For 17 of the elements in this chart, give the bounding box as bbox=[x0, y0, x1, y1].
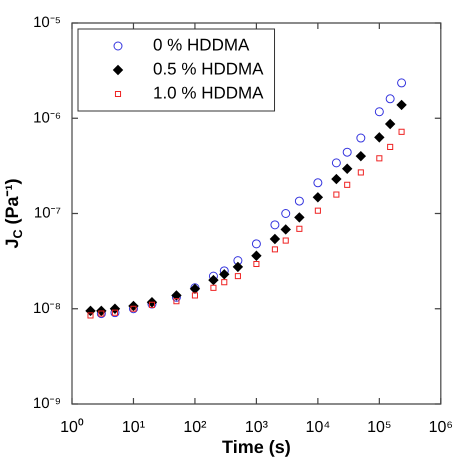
y-tick-label: 10⁻⁸ bbox=[32, 300, 61, 317]
y-tick-label: 10⁻⁷ bbox=[34, 204, 61, 222]
x-axis-title: Time (s) bbox=[222, 437, 291, 458]
y-tick-label: 10⁻⁶ bbox=[33, 109, 61, 126]
x-tick-label: 10⁶ bbox=[428, 419, 454, 436]
y-tick-label: 10⁻⁵ bbox=[33, 14, 61, 32]
x-tick-label: 10⁴ bbox=[306, 419, 330, 436]
y-tick-label: 10⁻⁹ bbox=[32, 395, 61, 412]
y-axis-title: JC (Pa⁻¹) bbox=[2, 178, 25, 249]
x-tick-label: 10⁵ bbox=[367, 419, 392, 436]
x-tick-label: 10¹ bbox=[122, 419, 146, 436]
x-tick-label: 10⁰ bbox=[60, 418, 84, 436]
legend-label: 0.5 % HDDMA bbox=[153, 60, 264, 79]
legend-label: 1.0 % HDDMA bbox=[153, 84, 264, 103]
x-tick-label: 10³ bbox=[244, 419, 269, 436]
legend-label: 0 % HDDMA bbox=[153, 36, 250, 55]
x-tick-label: 10² bbox=[183, 419, 208, 436]
